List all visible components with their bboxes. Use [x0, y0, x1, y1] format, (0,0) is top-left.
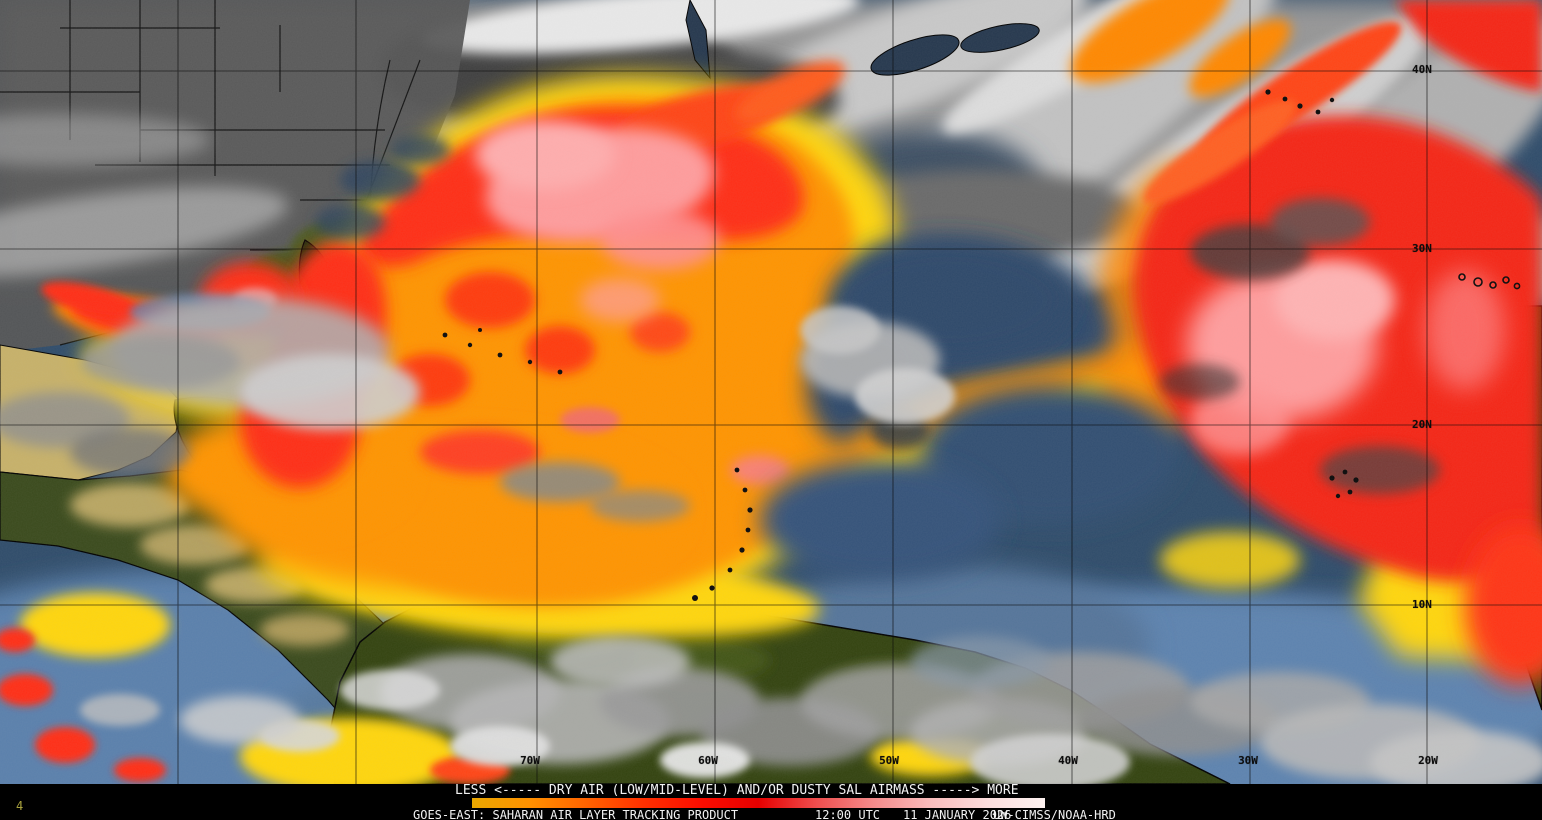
- timestamp-time: 12:00 UTC: [815, 808, 881, 820]
- lat-label-20n: 20N: [1412, 418, 1432, 431]
- lat-label-30n: 30N: [1412, 242, 1432, 255]
- latlon-grid: [0, 0, 1542, 784]
- lon-label-50w: 50W: [879, 754, 899, 767]
- lon-label-30w: 30W: [1238, 754, 1258, 767]
- lon-label-20w: 20W: [1418, 754, 1438, 767]
- dry-air-scale-label: LESS <----- DRY AIR (LOW/MID-LEVEL) AND/…: [455, 783, 1019, 798]
- noise-texture: [0, 0, 1542, 784]
- timestamp-date: 11 JANUARY 2026: [903, 808, 1012, 820]
- lat-label-40n: 40N: [1412, 63, 1432, 76]
- satellite-map: 40N 30N 20N 10N 70W 60W 50W 40W 30W 20W: [0, 0, 1542, 784]
- legend-bar: LESS <----- DRY AIR (LOW/MID-LEVEL) AND/…: [0, 784, 1542, 820]
- lon-label-60w: 60W: [698, 754, 718, 767]
- lon-label-70w: 70W: [520, 754, 540, 767]
- dry-air-color-scale: [472, 798, 1045, 808]
- satellite-map-canvas: [0, 0, 1542, 784]
- product-title: GOES-EAST: SAHARAN AIR LAYER TRACKING PR…: [413, 808, 739, 820]
- lon-label-40w: 40W: [1058, 754, 1078, 767]
- lat-label-10n: 10N: [1412, 598, 1432, 611]
- corner-mark: 4: [16, 799, 24, 813]
- credit-label: UW-CIMSS/NOAA-HRD: [993, 808, 1116, 820]
